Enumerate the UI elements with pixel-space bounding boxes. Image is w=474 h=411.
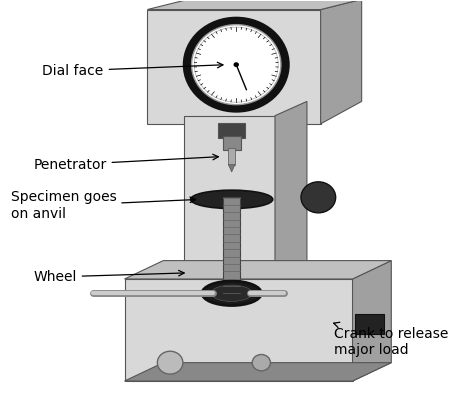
Bar xyxy=(147,9,320,124)
Polygon shape xyxy=(320,0,362,124)
Bar xyxy=(125,279,353,381)
Bar xyxy=(223,197,240,297)
Circle shape xyxy=(301,182,336,213)
Text: Wheel: Wheel xyxy=(33,270,184,284)
Text: Specimen goes
on anvil: Specimen goes on anvil xyxy=(10,190,196,221)
Bar xyxy=(218,122,246,138)
Ellipse shape xyxy=(211,285,252,301)
Ellipse shape xyxy=(202,281,261,305)
Polygon shape xyxy=(147,0,362,9)
Bar xyxy=(228,148,235,165)
Circle shape xyxy=(191,25,281,105)
Text: Penetrator: Penetrator xyxy=(33,154,219,172)
Circle shape xyxy=(157,351,183,374)
Circle shape xyxy=(234,62,239,67)
Text: Crank to release
major load: Crank to release major load xyxy=(334,322,449,357)
Bar xyxy=(223,136,241,150)
Polygon shape xyxy=(353,261,392,381)
Polygon shape xyxy=(275,102,307,287)
Polygon shape xyxy=(125,363,392,381)
Polygon shape xyxy=(125,261,392,279)
Ellipse shape xyxy=(191,190,273,208)
Bar xyxy=(184,115,275,287)
Circle shape xyxy=(252,355,271,371)
Circle shape xyxy=(184,18,289,112)
Bar xyxy=(355,314,384,334)
Polygon shape xyxy=(228,165,235,172)
Text: Dial face: Dial face xyxy=(43,62,223,78)
